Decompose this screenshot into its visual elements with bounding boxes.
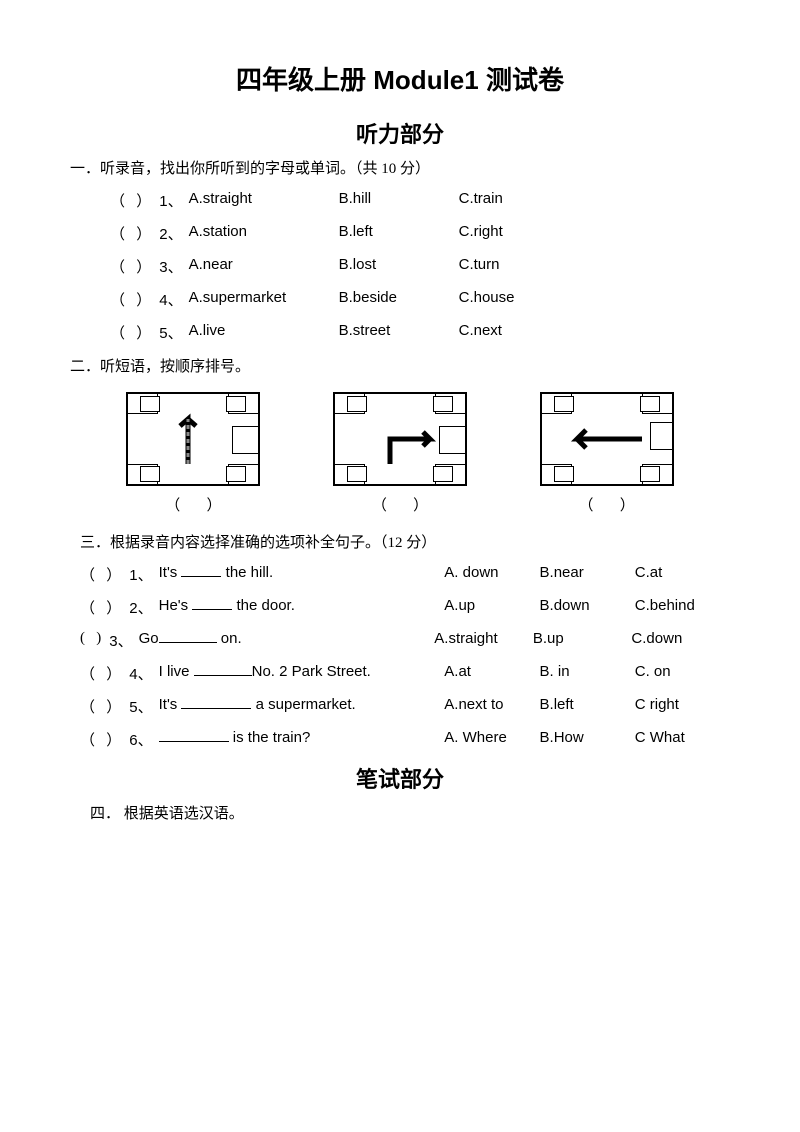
- direction-image-up: [126, 392, 260, 486]
- option-c: C. on: [635, 663, 730, 684]
- question-stem: He's the door.: [159, 597, 445, 618]
- answer-blank: （ ）: [128, 494, 258, 515]
- question-number: 1、: [159, 190, 182, 211]
- listening-heading: 听力部分: [70, 117, 730, 149]
- section2-images: [70, 386, 730, 488]
- answer-blank: （ ）: [110, 190, 151, 211]
- question-number: 4、: [129, 663, 152, 684]
- option-b: B.hill: [339, 190, 459, 211]
- question-stem: I live No. 2 Park Street.: [159, 663, 445, 684]
- section3-items: （ ） 1、 It's the hill.A. downB.nearC.at （ ） 2…: [70, 564, 730, 750]
- option-b: B.left: [339, 223, 459, 244]
- section2-answers: （ ） （ ） （ ）: [70, 488, 730, 525]
- option-b: B.lost: [339, 256, 459, 277]
- question-stem: It's a supermarket.: [159, 696, 445, 717]
- option-b: B.near: [540, 564, 635, 585]
- option-c: C.train: [459, 190, 579, 211]
- section3-label: 三．根据录音内容选择准确的选项补全句子。（12 分）: [70, 531, 730, 552]
- answer-blank: （ ）: [110, 223, 151, 244]
- question-row: ( ) 3、 Go on.A.straightB.upC.down: [70, 630, 730, 651]
- option-c: C.at: [635, 564, 730, 585]
- option-a: A.near: [189, 256, 339, 277]
- question-row: （ ） 1、 A.straightB.hillC.train: [70, 190, 730, 211]
- option-b: B.up: [533, 630, 632, 651]
- option-c: C.down: [631, 630, 730, 651]
- answer-blank: （ ）: [80, 729, 121, 750]
- option-b: B.left: [540, 696, 635, 717]
- question-row: （ ） 2、 He's the door.A.upB.downC.behind: [70, 597, 730, 618]
- question-row: （ ） 1、 It's the hill.A. downB.nearC.at: [70, 564, 730, 585]
- answer-blank: （ ）: [80, 663, 121, 684]
- option-c: C right: [635, 696, 730, 717]
- question-number: 6、: [129, 729, 152, 750]
- answer-blank: （ ）: [110, 256, 151, 277]
- page-title: 四年级上册 Module1 测试卷: [70, 60, 730, 97]
- question-number: 5、: [129, 696, 152, 717]
- question-row: （ ） 5、 A.liveB.streetC.next: [70, 322, 730, 343]
- option-a: A.at: [444, 663, 539, 684]
- option-a: A.up: [444, 597, 539, 618]
- question-row: （ ） 2、 A.stationB.leftC.right: [70, 223, 730, 244]
- question-number: 2、: [129, 597, 152, 618]
- option-b: B.down: [540, 597, 635, 618]
- option-c: C What: [635, 729, 730, 750]
- question-number: 3、: [159, 256, 182, 277]
- answer-blank: （ ）: [80, 597, 121, 618]
- option-a: A.station: [189, 223, 339, 244]
- question-row: （ ） 4、 A.supermarketB.besideC.house: [70, 289, 730, 310]
- question-row: （ ） 5、 It's a supermarket.A.next toB.leftC…: [70, 696, 730, 717]
- question-stem: is the train?: [159, 729, 445, 750]
- question-row: （ ） 3、 A.nearB.lostC.turn: [70, 256, 730, 277]
- section4-label: 四． 根据英语选汉语。: [70, 802, 730, 823]
- option-a: A.straight: [189, 190, 339, 211]
- option-b: B.street: [339, 322, 459, 343]
- answer-blank: （ ）: [80, 696, 121, 717]
- option-a: A.next to: [444, 696, 539, 717]
- question-stem: It's the hill.: [159, 564, 445, 585]
- answer-blank: （ ）: [110, 289, 151, 310]
- answer-blank: （ ）: [110, 322, 151, 343]
- question-row: （ ） 6、 is the train?A. WhereB.HowC What: [70, 729, 730, 750]
- answer-blank: （ ）: [80, 564, 121, 585]
- section2-label: 二．听短语，按顺序排号。: [70, 355, 730, 376]
- question-number: 1、: [129, 564, 152, 585]
- option-c: C.behind: [635, 597, 730, 618]
- question-number: 2、: [159, 223, 182, 244]
- answer-blank: （ ）: [542, 494, 672, 515]
- question-row: （ ） 4、 I live No. 2 Park Street.A.atB. inC…: [70, 663, 730, 684]
- option-c: C.next: [459, 322, 579, 343]
- question-number: 4、: [159, 289, 182, 310]
- direction-image-left: [540, 392, 674, 486]
- question-number: 3、: [109, 630, 132, 651]
- option-a: A.supermarket: [189, 289, 339, 310]
- option-c: C.turn: [459, 256, 579, 277]
- answer-blank: ( ): [80, 630, 101, 651]
- option-b: B.beside: [339, 289, 459, 310]
- answer-blank: （ ）: [335, 494, 465, 515]
- direction-image-right: [333, 392, 467, 486]
- written-heading: 笔试部分: [70, 762, 730, 794]
- option-a: A.straight: [434, 630, 533, 651]
- option-c: C.house: [459, 289, 579, 310]
- option-a: A.live: [189, 322, 339, 343]
- option-c: C.right: [459, 223, 579, 244]
- option-b: B.How: [540, 729, 635, 750]
- option-a: A. down: [444, 564, 539, 585]
- option-b: B. in: [540, 663, 635, 684]
- section1-label: 一．听录音，找出你所听到的字母或单词。（共 10 分）: [70, 157, 730, 178]
- question-stem: Go on.: [139, 630, 435, 651]
- option-a: A. Where: [444, 729, 539, 750]
- page: 四年级上册 Module1 测试卷 听力部分 一．听录音，找出你所听到的字母或单…: [0, 0, 800, 873]
- question-number: 5、: [159, 322, 182, 343]
- section1-items: （ ） 1、 A.straightB.hillC.train （ ） 2、 A.stati…: [70, 190, 730, 343]
